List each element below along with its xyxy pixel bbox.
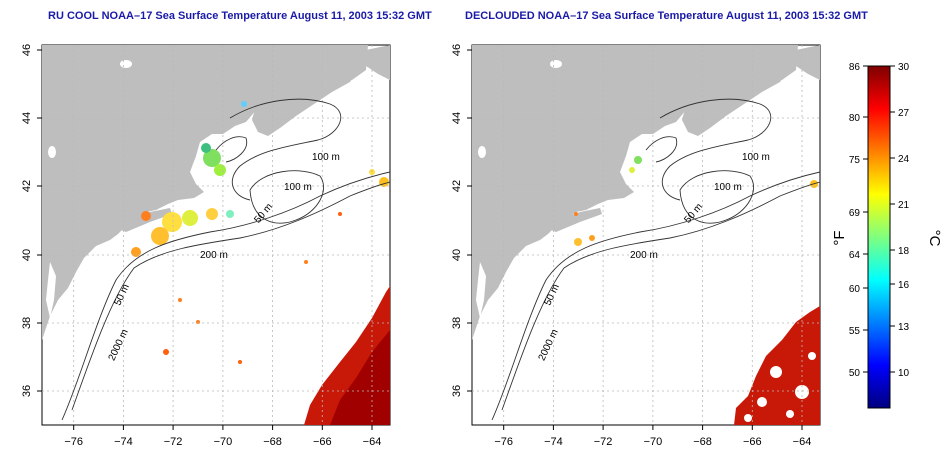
fahrenheit-tick: 64 [849,250,861,261]
contour-label: 200 m [630,250,658,261]
bathymetry-contours [491,98,820,421]
lon-tick-label: −68 [693,436,712,448]
lon-tick-label: −74 [544,436,563,448]
contour-label: 100 m [284,182,312,193]
graticule [472,45,820,425]
land-cape-breton [356,45,390,80]
bathymetry-contours [61,98,390,421]
left-sst-map: 100 m 100 m 50 m 200 m 50 m 2000 m −76 −… [21,44,391,448]
fahrenheit-tick: 80 [849,113,861,124]
right-sst-map: 100 m 100 m 50 m 200 m 50 m 2000 m −76 −… [451,44,821,448]
lat-tick-label: 46 [451,44,463,56]
fahrenheit-tick: 69 [849,208,861,219]
temperature-colorbar: 86 80 75 69 64 60 55 50 30 27 24 21 18 1… [831,62,943,409]
sst-patches [131,101,389,364]
lon-tick-label: −66 [313,436,332,448]
celsius-tick: 21 [898,200,910,211]
land-mass [42,45,368,340]
fahrenheit-tick: 60 [849,284,861,295]
chesapeake-bay [46,262,56,318]
colorbar-gradient [867,65,891,409]
chesapeake-bay [476,262,486,318]
lon-tick-label: −68 [263,436,282,448]
lat-tick-label: 46 [21,44,33,56]
fahrenheit-tick: 75 [849,155,861,166]
lat-tick-label: 44 [21,112,33,124]
lat-tick-label: 40 [451,249,463,261]
lon-ticks [73,425,373,430]
lon-tick-label: −64 [363,436,382,448]
lat-tick-label: 44 [451,112,463,124]
fahrenheit-tick: 55 [849,326,861,337]
lat-tick-label: 42 [21,180,33,192]
lon-tick-label: −64 [793,436,812,448]
right-map-title: DECLOUDED NOAA–17 Sea Surface Temperatur… [465,10,868,22]
lake [120,60,132,68]
celsius-unit: °C [926,230,943,247]
lake [478,146,486,158]
land-long-island [542,208,602,232]
land-nova-scotia [682,60,792,136]
celsius-tick: 16 [898,280,910,291]
graticule [42,45,390,425]
celsius-tick: 30 [898,62,910,73]
contour-label: 100 m [714,182,742,193]
celsius-tick: 13 [898,322,910,333]
celsius-tick: 24 [898,154,910,165]
lon-tick-label: −70 [644,436,663,448]
cloud-holes [744,352,816,422]
lon-ticks [503,425,803,430]
lat-tick-label: 42 [451,180,463,192]
contour-label: 100 m [742,152,770,163]
fahrenheit-tick: 50 [849,368,861,379]
sst-gulf-stream-edge [330,330,390,425]
lon-tick-label: −74 [114,436,133,448]
lon-tick-label: −76 [494,436,513,448]
lat-ticks [37,49,42,392]
land-cape-breton [786,45,820,80]
lat-ticks [467,49,472,392]
lat-tick-label: 36 [21,385,33,397]
lat-tick-label: 38 [451,317,463,329]
lon-tick-label: −72 [594,436,613,448]
lake [550,60,562,68]
land-nova-scotia [252,60,362,136]
fahrenheit-tick: 86 [849,62,861,73]
lat-tick-label: 36 [451,385,463,397]
lon-tick-label: −76 [64,436,83,448]
lon-tick-label: −72 [164,436,183,448]
fahrenheit-unit: °F [831,230,848,245]
lat-tick-label: 38 [21,317,33,329]
celsius-tick: 18 [898,246,910,257]
celsius-tick: 10 [898,368,910,379]
lon-tick-label: −70 [214,436,233,448]
contour-label: 100 m [312,152,340,163]
lake [48,146,56,158]
lat-tick-label: 40 [21,249,33,261]
contour-label: 200 m [200,250,228,261]
left-map-title: RU COOL NOAA–17 Sea Surface Temperature … [48,10,432,22]
land-mass [472,45,798,340]
lon-tick-label: −66 [743,436,762,448]
land-long-island [112,208,172,232]
celsius-tick: 27 [898,108,910,119]
